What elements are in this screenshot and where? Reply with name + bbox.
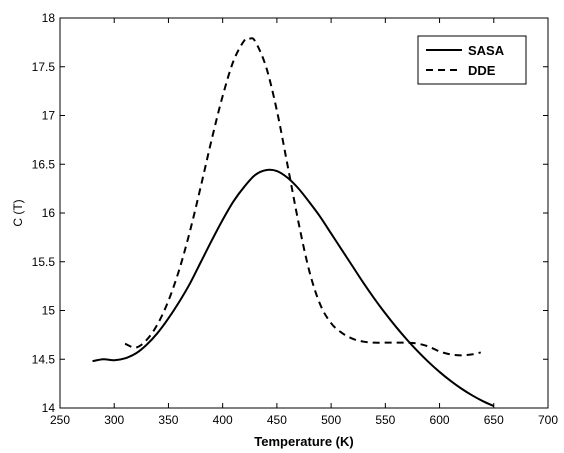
plot-series xyxy=(92,36,495,407)
legend-box xyxy=(417,35,527,85)
x-tick-label: 250 xyxy=(50,413,70,427)
x-tick-label: 550 xyxy=(375,413,395,427)
x-tick-label: 500 xyxy=(321,413,341,427)
x-tick-label: 300 xyxy=(104,413,124,427)
legend-label-dde: DDE xyxy=(468,63,496,78)
y-tick-label: 17 xyxy=(42,109,56,123)
x-tick-label: 400 xyxy=(213,413,233,427)
y-axis-ticks: 14 14.5 15 15.5 16 16.5 17 17.5 18 xyxy=(32,11,548,415)
x-tick-label: 650 xyxy=(484,413,504,427)
y-tick-label: 18 xyxy=(42,11,56,25)
y-tick-label: 14.5 xyxy=(32,352,56,366)
x-axis-ticks: 250 300 350 400 450 500 550 600 650 700 xyxy=(50,18,558,427)
y-tick-label: 15 xyxy=(42,304,56,318)
legend: SASA DDE xyxy=(417,35,527,85)
x-tick-label: 700 xyxy=(538,413,558,427)
y-tick-label: 17.5 xyxy=(32,60,56,74)
y-tick-label: 15.5 xyxy=(32,255,56,269)
x-tick-label: 450 xyxy=(267,413,287,427)
y-tick-label: 16.5 xyxy=(32,157,56,171)
y-axis-title: C (T) xyxy=(11,199,25,226)
series-line-dde xyxy=(124,36,481,357)
y-tick-label: 14 xyxy=(42,401,56,415)
x-tick-label: 350 xyxy=(158,413,178,427)
series-line-sasa xyxy=(92,168,495,407)
y-tick-label: 16 xyxy=(42,206,56,220)
x-axis-title: Temperature (K) xyxy=(254,434,353,449)
x-tick-label: 600 xyxy=(430,413,450,427)
legend-label-sasa: SASA xyxy=(468,43,505,58)
